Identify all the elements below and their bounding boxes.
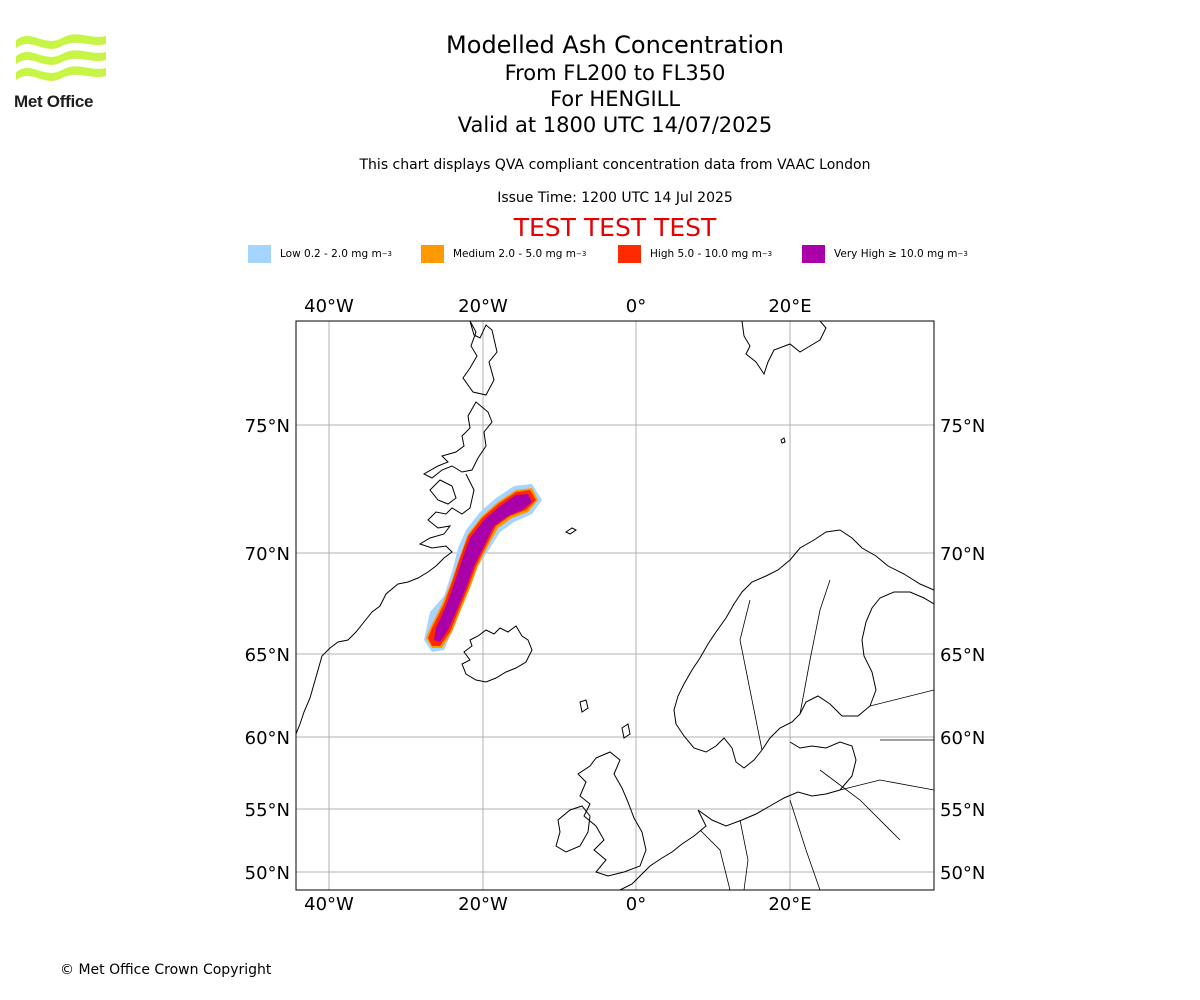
greenland-coastline: [296, 321, 498, 735]
lat-label-left: 75°N: [245, 416, 290, 437]
title-line-2: From FL200 to FL350: [504, 61, 726, 85]
lon-label-top: 0°: [626, 296, 646, 317]
legend-exponent: −3: [575, 250, 587, 258]
legend-swatch-very-high: [802, 245, 825, 263]
bear-island-coastline: [780, 437, 786, 444]
legend-swatch-low: [248, 245, 271, 263]
svalbard-coastline: [741, 321, 827, 376]
legend-label-low: Low 0.2 - 2.0 mg m: [280, 248, 382, 260]
ash-plume-very-high: [434, 494, 532, 642]
legend-exponent: −3: [381, 250, 393, 258]
legend-swatch-high: [618, 245, 641, 263]
issue-time: Issue Time: 1200 UTC 14 Jul 2025: [497, 190, 733, 206]
legend-label-medium: Medium 2.0 - 5.0 mg m: [453, 248, 576, 260]
lat-label-right: 55°N: [940, 800, 985, 821]
lat-label-right: 65°N: [940, 645, 985, 666]
legend-item-medium: Medium 2.0 - 5.0 mg m −3: [421, 244, 586, 264]
lon-label-bottom: 20°E: [768, 894, 811, 915]
shetland-coastline: [621, 723, 631, 739]
title-line-4: Valid at 1800 UTC 14/07/2025: [457, 113, 773, 137]
test-banner: TEST TEST TEST: [513, 213, 717, 242]
title-line-1: Modelled Ash Concentration: [446, 31, 784, 59]
legend-item-very-high: Very High ≥ 10.0 mg m −3: [802, 244, 968, 264]
legend-item-high: High 5.0 - 10.0 mg m −3: [618, 244, 772, 264]
lon-label-bottom: 0°: [626, 894, 646, 915]
faroe-coastline: [579, 699, 589, 713]
lat-label-right: 75°N: [940, 416, 985, 437]
baltic-coastline: [697, 741, 857, 827]
lon-label-bottom: 40°W: [304, 894, 354, 915]
legend-swatch-medium: [421, 245, 444, 263]
lat-label-left: 50°N: [245, 863, 290, 884]
lat-label-right: 60°N: [940, 728, 985, 749]
title-line-3: For HENGILL: [549, 87, 681, 111]
met-office-waves-icon: [16, 34, 106, 81]
lon-label-top: 40°W: [304, 296, 354, 317]
legend-exponent: −3: [957, 250, 968, 258]
legend-item-low: Low 0.2 - 2.0 mg m −3: [248, 244, 392, 264]
europe-coastline: [619, 809, 707, 890]
borders: [699, 579, 934, 890]
subtitle: This chart displays QVA compliant concen…: [359, 157, 871, 173]
lat-label-left: 65°N: [245, 645, 290, 666]
lon-label-top: 20°E: [768, 296, 811, 317]
great-britain-coastline: [577, 751, 647, 877]
lon-label-bottom: 20°W: [458, 894, 508, 915]
copyright: © Met Office Crown Copyright: [60, 962, 272, 978]
iceland-coastline: [461, 625, 533, 683]
logo-text: Met Office: [14, 92, 94, 111]
legend-exponent: −3: [761, 250, 773, 258]
lon-label-top: 20°W: [458, 296, 508, 317]
lat-label-left: 70°N: [245, 544, 290, 565]
jan-mayen-coastline: [565, 527, 577, 535]
lat-label-left: 60°N: [245, 728, 290, 749]
map-gridlines: [296, 321, 934, 890]
ireland-coastline: [555, 805, 591, 853]
lat-label-right: 70°N: [940, 544, 985, 565]
lat-label-right: 50°N: [940, 863, 985, 884]
legend-label-high: High 5.0 - 10.0 mg m: [650, 248, 762, 260]
ash-plume: [424, 484, 542, 652]
map-axis-labels: 40°W 40°W 20°W 20°W 0° 0° 20°E 20°E 75°N 75°N 70°N…: [245, 296, 986, 915]
scandinavia-coastline: [673, 529, 934, 769]
chart-title-block: Modelled Ash Concentration From FL200 to…: [365, 30, 865, 138]
map-frame: [295, 320, 935, 891]
map-land-layer: [296, 321, 934, 890]
lat-label-left: 55°N: [245, 800, 290, 821]
legend-label-very-high: Very High ≥ 10.0 mg m: [834, 248, 958, 260]
met-office-logo: Met Office: [14, 30, 110, 114]
